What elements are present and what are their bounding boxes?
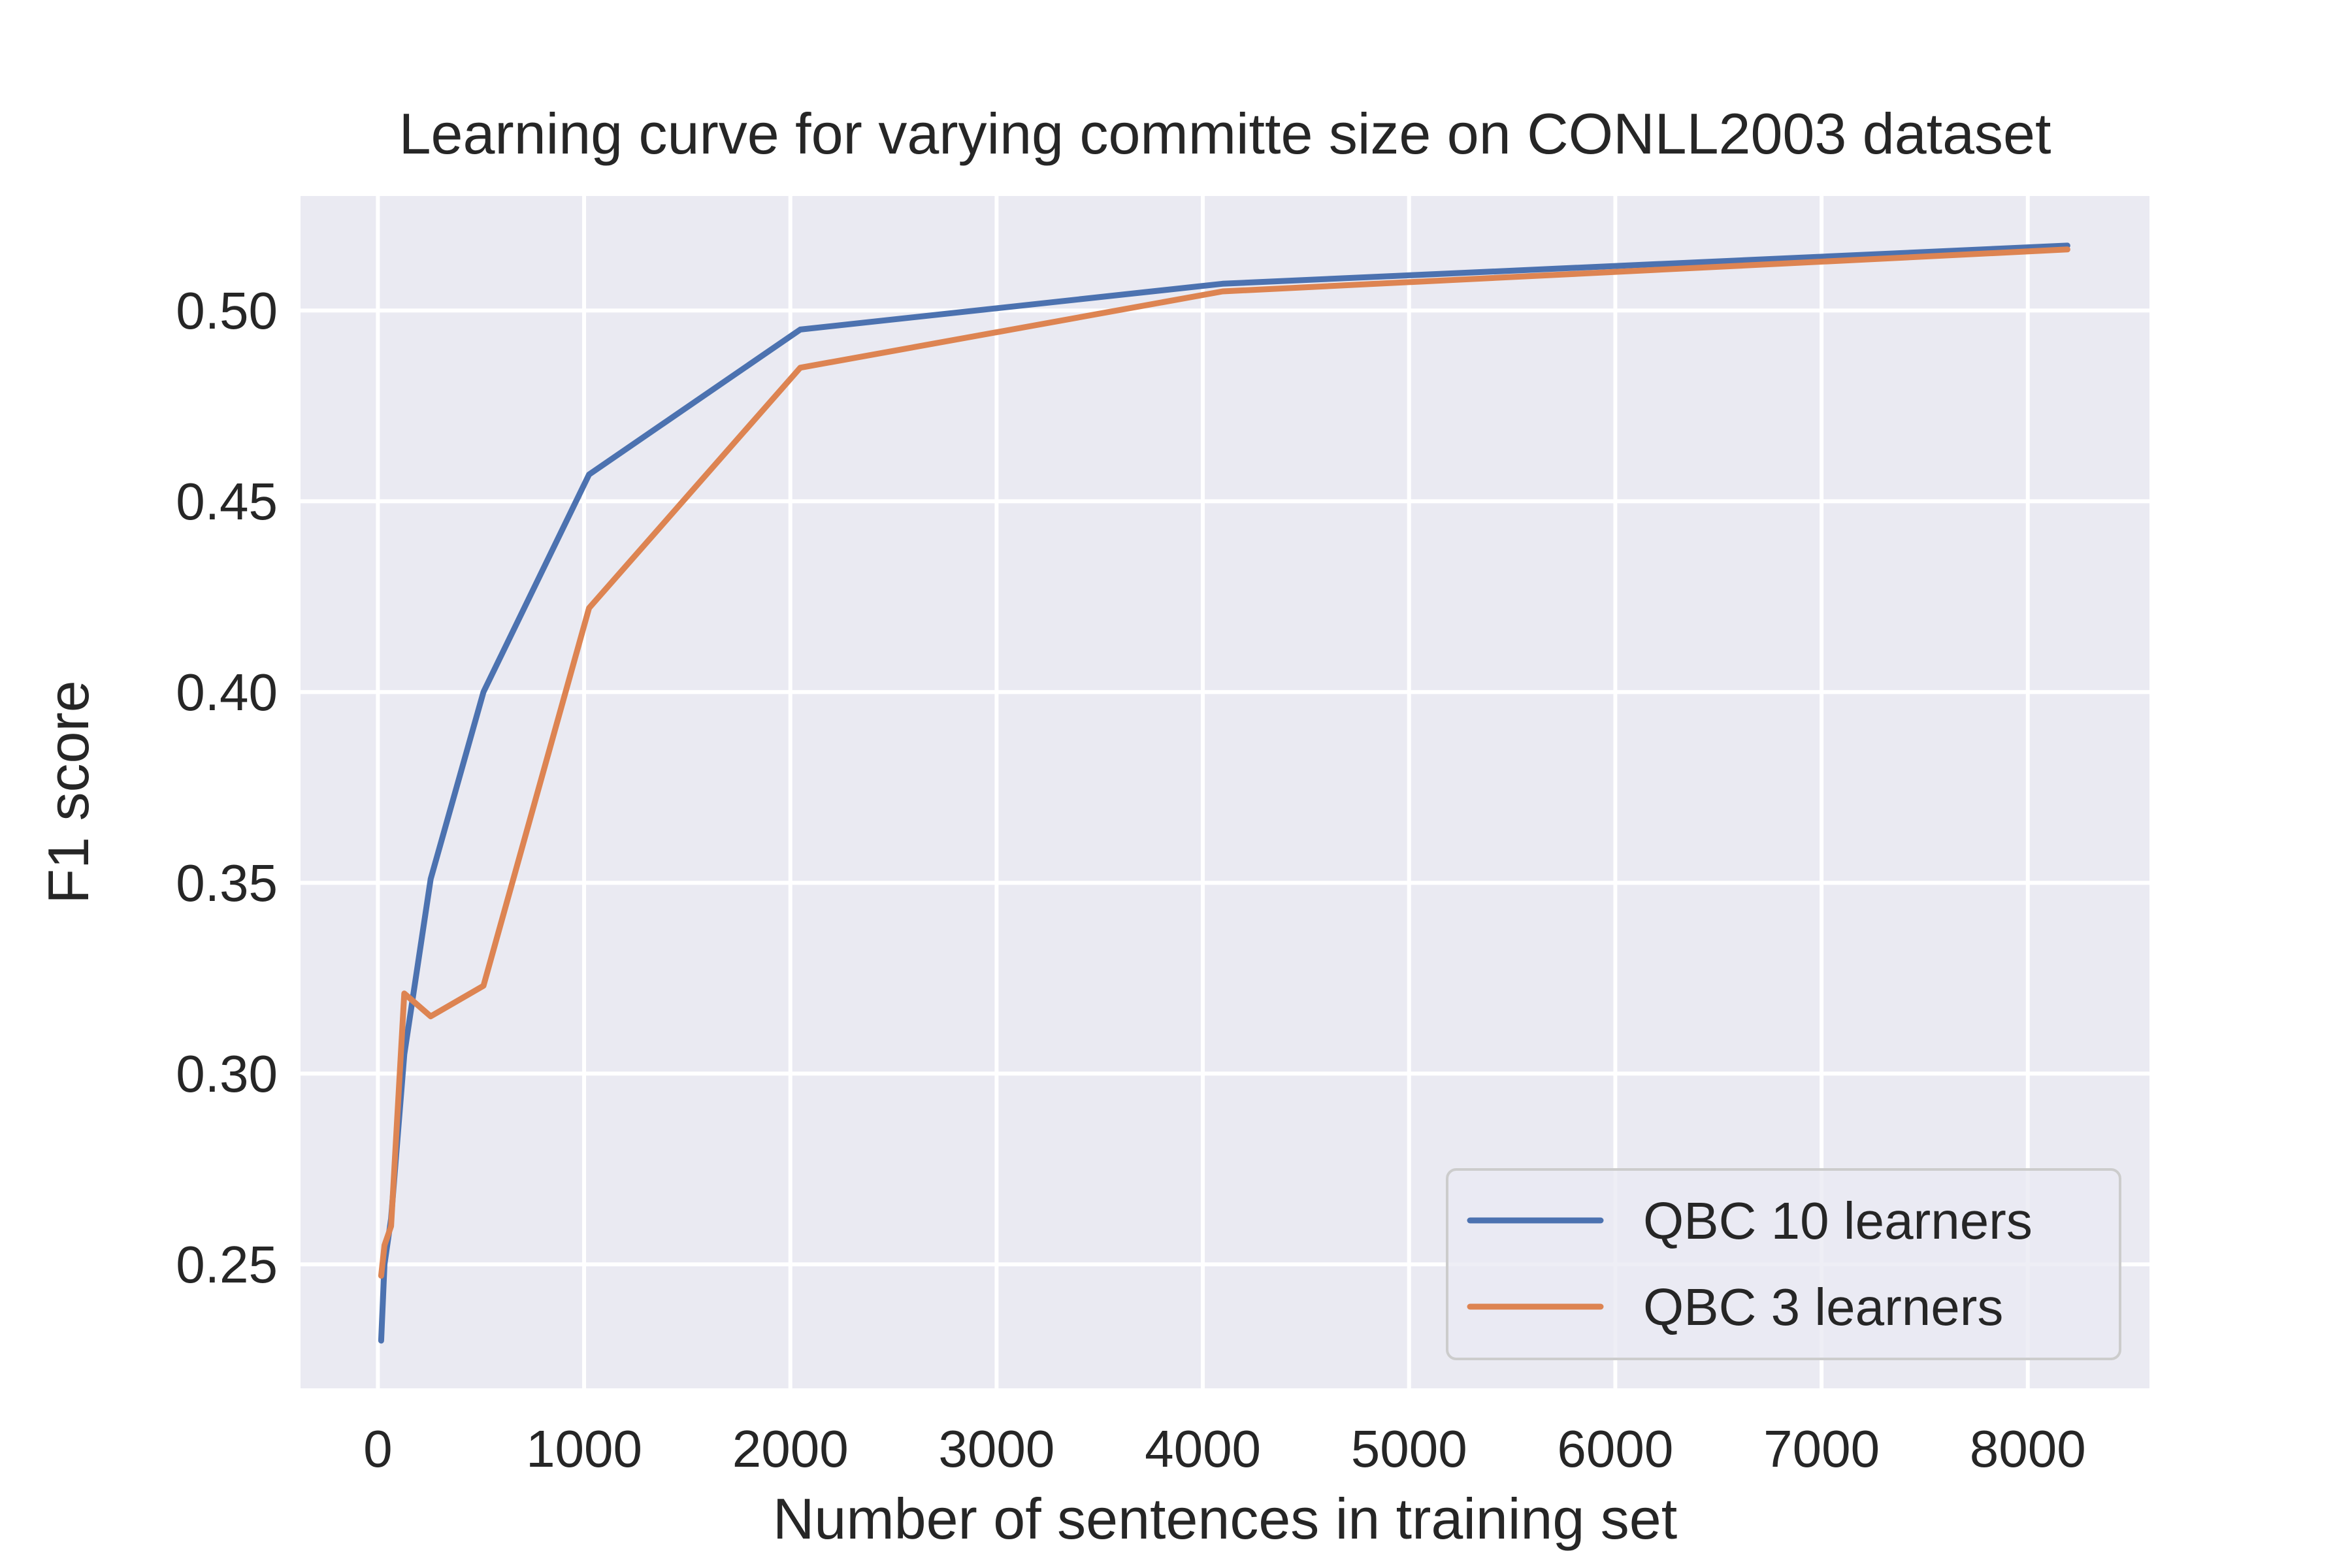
y-tick-label: 0.30: [176, 1045, 278, 1103]
x-tick-label: 6000: [1557, 1420, 1673, 1478]
legend-label-qbc-3: QBC 3 learners: [1643, 1278, 2003, 1336]
chart-title: Learning curve for varying committe size…: [399, 101, 2051, 166]
x-tick-label: 8000: [1970, 1420, 2086, 1478]
x-tick-label: 1000: [526, 1420, 642, 1478]
x-tick-label: 5000: [1351, 1420, 1467, 1478]
y-tick-label: 0.45: [176, 472, 278, 531]
y-tick-labels: 0.25 0.30 0.35 0.40 0.45 0.50: [176, 282, 278, 1294]
y-axis-label: F1 score: [36, 680, 101, 904]
x-tick-label: 0: [363, 1420, 393, 1478]
y-tick-label: 0.25: [176, 1235, 278, 1294]
x-tick-label: 3000: [938, 1420, 1054, 1478]
series-lines: [378, 242, 2070, 1344]
legend-box: [1446, 1168, 2121, 1360]
legend-label-qbc-10: QBC 10 learners: [1643, 1192, 2033, 1250]
x-tick-label: 2000: [732, 1420, 849, 1478]
x-axis-label: Number of sentences in training set: [773, 1486, 1677, 1551]
y-tick-label: 0.40: [176, 663, 278, 721]
series-line-qbc-3: [378, 246, 2070, 1279]
y-tick-label: 0.35: [176, 854, 278, 912]
x-tick-label: 4000: [1145, 1420, 1261, 1478]
x-tick-labels: 0 1000 2000 3000 4000 5000 6000 7000 8000: [363, 1420, 2086, 1478]
legend: QBC 10 learners QBC 3 learners: [1446, 1168, 2121, 1360]
y-tick-label: 0.50: [176, 282, 278, 340]
x-tick-label: 7000: [1763, 1420, 1880, 1478]
